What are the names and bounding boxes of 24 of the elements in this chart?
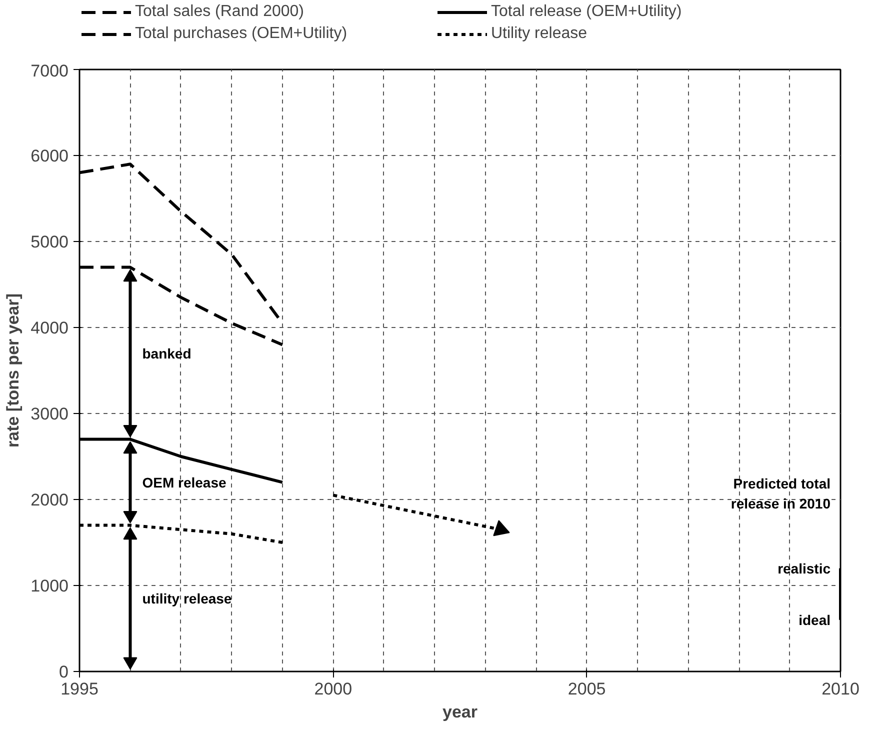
x-tick-label: 2010	[822, 680, 860, 698]
y-axis-title: rate [tons per year]	[4, 294, 23, 448]
legend-label: Utility release	[491, 25, 588, 43]
x-axis-title: year	[442, 702, 478, 722]
x-tick-label: 2000	[314, 680, 352, 698]
x-tick-label: 1995	[60, 680, 98, 698]
legend-label: Total release (OEM+Utility)	[491, 3, 683, 21]
y-tick-label: 2000	[30, 490, 69, 510]
annotation: OEM release	[142, 474, 226, 490]
x-tick-label: 2005	[568, 680, 606, 698]
y-tick-label: 0	[59, 662, 69, 682]
y-tick-label: 4000	[30, 318, 69, 338]
legend-label: Total sales (Rand 2000)	[135, 3, 305, 21]
y-tick-label: 1000	[30, 576, 69, 596]
y-tick-label: 5000	[30, 232, 69, 252]
legend-label: Total purchases (OEM+Utility)	[135, 25, 348, 43]
annotation: ideal	[798, 612, 831, 628]
annotation: utility release	[142, 590, 232, 606]
y-tick-label: 3000	[30, 404, 69, 424]
annotation: Predicted total release in 2010	[730, 475, 831, 512]
y-tick-label: 7000	[30, 62, 69, 80]
annotation: realistic	[778, 560, 831, 576]
y-tick-label: 6000	[30, 146, 69, 166]
annotation: banked	[142, 345, 192, 362]
